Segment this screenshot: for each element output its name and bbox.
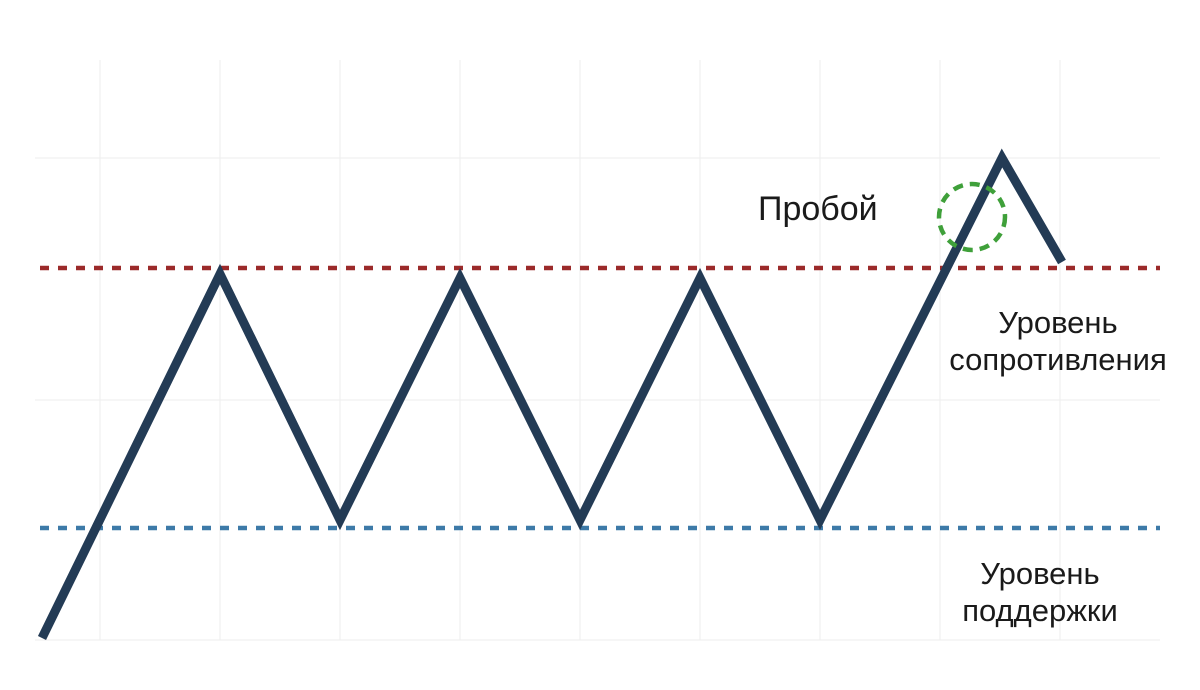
support-label-line1: Уровень (980, 556, 1099, 591)
breakout-marker-circle (936, 181, 1008, 253)
support-label-line2: поддержки (962, 593, 1118, 628)
breakout-label: Пробой (758, 190, 878, 228)
background-grid (35, 60, 1160, 641)
price-zigzag-line (37, 148, 1066, 640)
resistance-label-line1: Уровень (998, 305, 1117, 340)
resistance-label-line2: сопротивления (949, 342, 1167, 377)
